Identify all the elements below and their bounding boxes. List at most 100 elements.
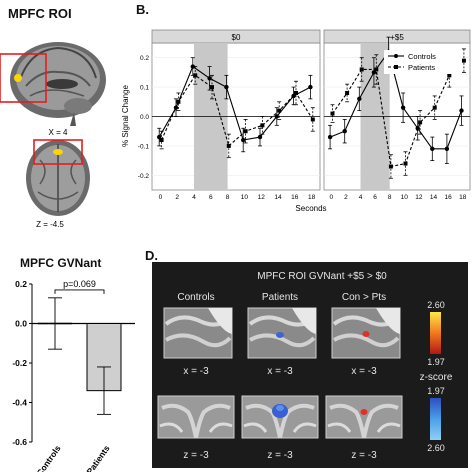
data-point — [459, 108, 464, 113]
series-line-patients — [332, 60, 465, 168]
x-axis-label: Seconds — [295, 204, 326, 213]
x-tick-label: 14 — [274, 194, 282, 201]
data-point — [243, 129, 248, 134]
panel-d-svg: MPFC ROI GVNant +$5 > $0 Controls Patien… — [157, 271, 453, 461]
x-tick-label: 6 — [209, 194, 213, 201]
axial-zoom-controls — [157, 395, 235, 439]
sagittal-zoom-controls — [163, 307, 233, 359]
x-tick-label: 2 — [344, 194, 348, 201]
y-tick-label: -0.2 — [12, 358, 27, 368]
cool-color-scale — [430, 398, 441, 440]
data-point — [159, 138, 164, 143]
panel-d-brain-maps: MPFC ROI GVNant +$5 > $0 Controls Patien… — [152, 262, 468, 468]
x-tick-label: 8 — [226, 194, 230, 201]
y-tick-label: 0.2 — [140, 55, 149, 62]
y-tick-label: 0.0 — [140, 114, 149, 121]
data-point — [226, 143, 231, 148]
x-tick-label: 12 — [258, 194, 266, 201]
p-value-annotation: p=0.069 — [63, 279, 96, 289]
facet-strip-label: $0 — [232, 33, 241, 42]
y-tick-label: -0.2 — [138, 173, 150, 180]
facet-strip-label: +$5 — [390, 33, 404, 42]
hot-scale-min-label: 1.97 — [427, 357, 445, 367]
x-tick-label: 14 — [430, 194, 438, 201]
column-label-patients: Patients — [262, 292, 298, 303]
panel-c-title: MPFC GVNant — [20, 256, 102, 270]
column-label-con-gt-pts: Con > Pts — [342, 292, 386, 303]
legend-marker — [394, 54, 398, 58]
data-point — [277, 108, 282, 113]
data-point — [418, 120, 423, 125]
sagittal-slice-label: X = 4 — [49, 128, 68, 137]
data-point — [357, 96, 362, 102]
sagittal-zoom-con-gt-pts — [331, 307, 401, 359]
category-label: Patients — [84, 443, 111, 472]
data-point — [327, 134, 333, 140]
data-point — [260, 123, 265, 128]
data-point — [342, 129, 347, 134]
data-point — [257, 134, 263, 140]
y-tick-label: 0.2 — [15, 279, 27, 289]
hot-scale-max-label: 2.60 — [427, 300, 445, 310]
x-tick-label: 4 — [192, 194, 196, 201]
panel-d-title: MPFC ROI GVNant +$5 > $0 — [257, 271, 387, 282]
y-tick-label: -0.4 — [12, 398, 27, 408]
data-point — [430, 146, 435, 152]
activation-blob-contrast-sagittal — [362, 331, 370, 337]
row2-label-patients: z = -3 — [267, 450, 293, 461]
legend-marker — [394, 65, 398, 69]
data-point — [359, 67, 364, 72]
data-point — [207, 76, 212, 81]
axial-slice-label: Z = -4.5 — [36, 220, 64, 229]
axial-brain-image — [26, 139, 90, 216]
data-point — [176, 99, 181, 104]
data-point — [193, 73, 198, 78]
axial-roi-box — [33, 139, 83, 165]
x-tick-label: 18 — [459, 194, 467, 201]
cool-scale-min-label: 2.60 — [427, 443, 445, 453]
y-tick-label: -0.6 — [12, 437, 27, 447]
x-tick-label: 8 — [388, 194, 392, 201]
x-tick-label: 0 — [159, 194, 163, 201]
sagittal-roi-marker — [14, 74, 22, 82]
activation-blob-patients-sagittal — [276, 332, 284, 338]
gvnant-bar-chart: -0.6 -0.4 -0.2 0.0 0.2 Controls Patients p=0.06… — [12, 279, 135, 472]
y-tick-label: -0.1 — [138, 143, 150, 150]
data-point — [308, 84, 313, 90]
hot-color-scale — [430, 312, 441, 354]
sagittal-roi-box — [0, 53, 47, 103]
category-label: Controls — [34, 443, 62, 472]
row1-label-con-gt-pts: x = -3 — [351, 366, 377, 377]
sagittal-brain-image — [0, 42, 106, 126]
x-tick-label: 10 — [401, 194, 409, 201]
x-tick-label: 2 — [175, 194, 179, 201]
x-tick-label: 16 — [291, 194, 299, 201]
data-point — [447, 73, 452, 78]
data-point — [400, 105, 406, 110]
x-tick-label: 12 — [415, 194, 423, 201]
data-point — [294, 90, 298, 95]
row2-label-con-gt-pts: z = -3 — [351, 450, 377, 461]
legend-box — [384, 50, 462, 74]
axial-zoom-con-gt-pts — [325, 395, 403, 439]
data-point — [374, 67, 379, 72]
y-tick-label: 0.1 — [140, 85, 149, 92]
column-label-controls: Controls — [177, 292, 214, 303]
data-point — [241, 137, 246, 143]
data-point — [345, 90, 350, 95]
data-point — [403, 161, 408, 166]
x-tick-label: 16 — [444, 194, 452, 201]
data-point — [224, 84, 229, 90]
panel-a-title: MPFC ROI — [8, 6, 72, 21]
x-tick-label: 0 — [329, 194, 333, 201]
x-tick-label: 6 — [373, 194, 377, 201]
legend-entry: Patients — [408, 63, 435, 72]
facet-strip — [151, 29, 321, 44]
x-tick-label: 10 — [241, 194, 249, 201]
row1-label-patients: x = -3 — [267, 366, 293, 377]
row1-label-controls: x = -3 — [183, 366, 209, 377]
series-line-controls — [329, 50, 463, 150]
panel-a-brain-figures: X = 4 Z = -4.5 — [0, 42, 106, 229]
activation-blob-contrast-axial — [360, 409, 368, 415]
data-point — [444, 146, 450, 152]
